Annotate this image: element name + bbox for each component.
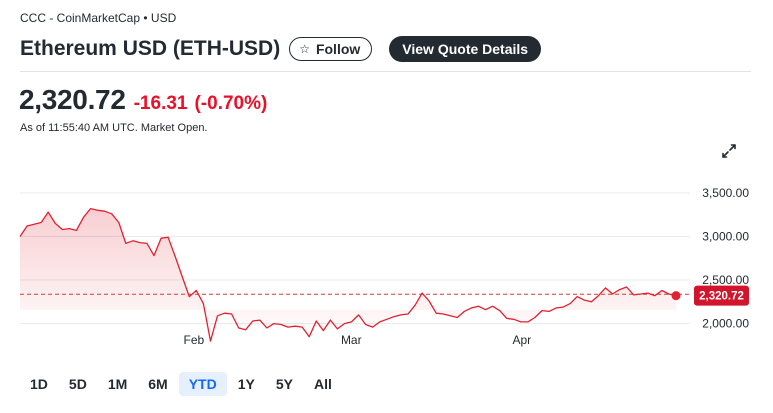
current-price: 2,320.72: [19, 84, 126, 115]
y-tick-label: 2,000.00: [702, 317, 749, 331]
range-button-1y[interactable]: 1Y: [237, 376, 255, 392]
price-area: [20, 208, 676, 342]
current-price-tag: 2,320.72: [694, 285, 749, 306]
price-chart[interactable]: 3,500.00 3,000.00 2,500.00 2,000.00 Feb Mar A…: [0, 165, 773, 355]
x-axis-ticks: Feb Mar Apr: [183, 333, 531, 347]
follow-button[interactable]: ☆ Follow: [289, 37, 373, 61]
x-tick-label: Feb: [183, 333, 204, 347]
current-price-tag-box: [694, 285, 749, 306]
header-divider: [20, 71, 751, 72]
range-button-5y[interactable]: 5Y: [275, 376, 293, 392]
range-button-5d[interactable]: 5D: [68, 376, 87, 392]
range-button-1m[interactable]: 1M: [107, 376, 128, 392]
range-button-1d[interactable]: 1D: [30, 376, 48, 392]
price-line: [19, 207, 677, 342]
y-tick-label: 2,500.00: [702, 273, 749, 287]
range-button-ytd[interactable]: YTD: [178, 372, 227, 396]
price-change-percent: (-0.70%): [194, 93, 268, 114]
star-icon: ☆: [299, 42, 310, 56]
last-price-dot: [671, 291, 681, 301]
market-status: As of 11:55:40 AM UTC. Market Open.: [20, 122, 208, 134]
expand-icon[interactable]: [719, 141, 739, 161]
x-tick-label: Apr: [512, 333, 531, 347]
follow-label: Follow: [315, 41, 361, 57]
price-change: -16.31: [133, 93, 188, 114]
range-button-all[interactable]: All: [313, 376, 332, 392]
x-tick-label: Mar: [341, 333, 362, 347]
y-tick-label: 3,000.00: [702, 229, 749, 243]
range-button-6m[interactable]: 6M: [148, 376, 168, 392]
title-row: Ethereum USD (ETH-USD) ☆ Follow View Quo…: [20, 34, 542, 64]
y-tick-label: 3,500.00: [702, 186, 749, 200]
current-price-tag-label: 2,320.72: [699, 291, 744, 303]
quote-source: CCC - CoinMarketCap • USD: [20, 11, 177, 25]
y-axis-ticks: 3,500.00 3,000.00 2,500.00 2,000.00: [702, 186, 749, 331]
range-selector: 1D 5D 1M 6M YTD 1Y 5Y All: [20, 372, 343, 396]
page-title: Ethereum USD (ETH-USD): [20, 37, 281, 60]
view-quote-details-button[interactable]: View Quote Details: [389, 36, 542, 62]
price-row: 2,320.72 -16.31 (-0.70%): [19, 84, 267, 116]
